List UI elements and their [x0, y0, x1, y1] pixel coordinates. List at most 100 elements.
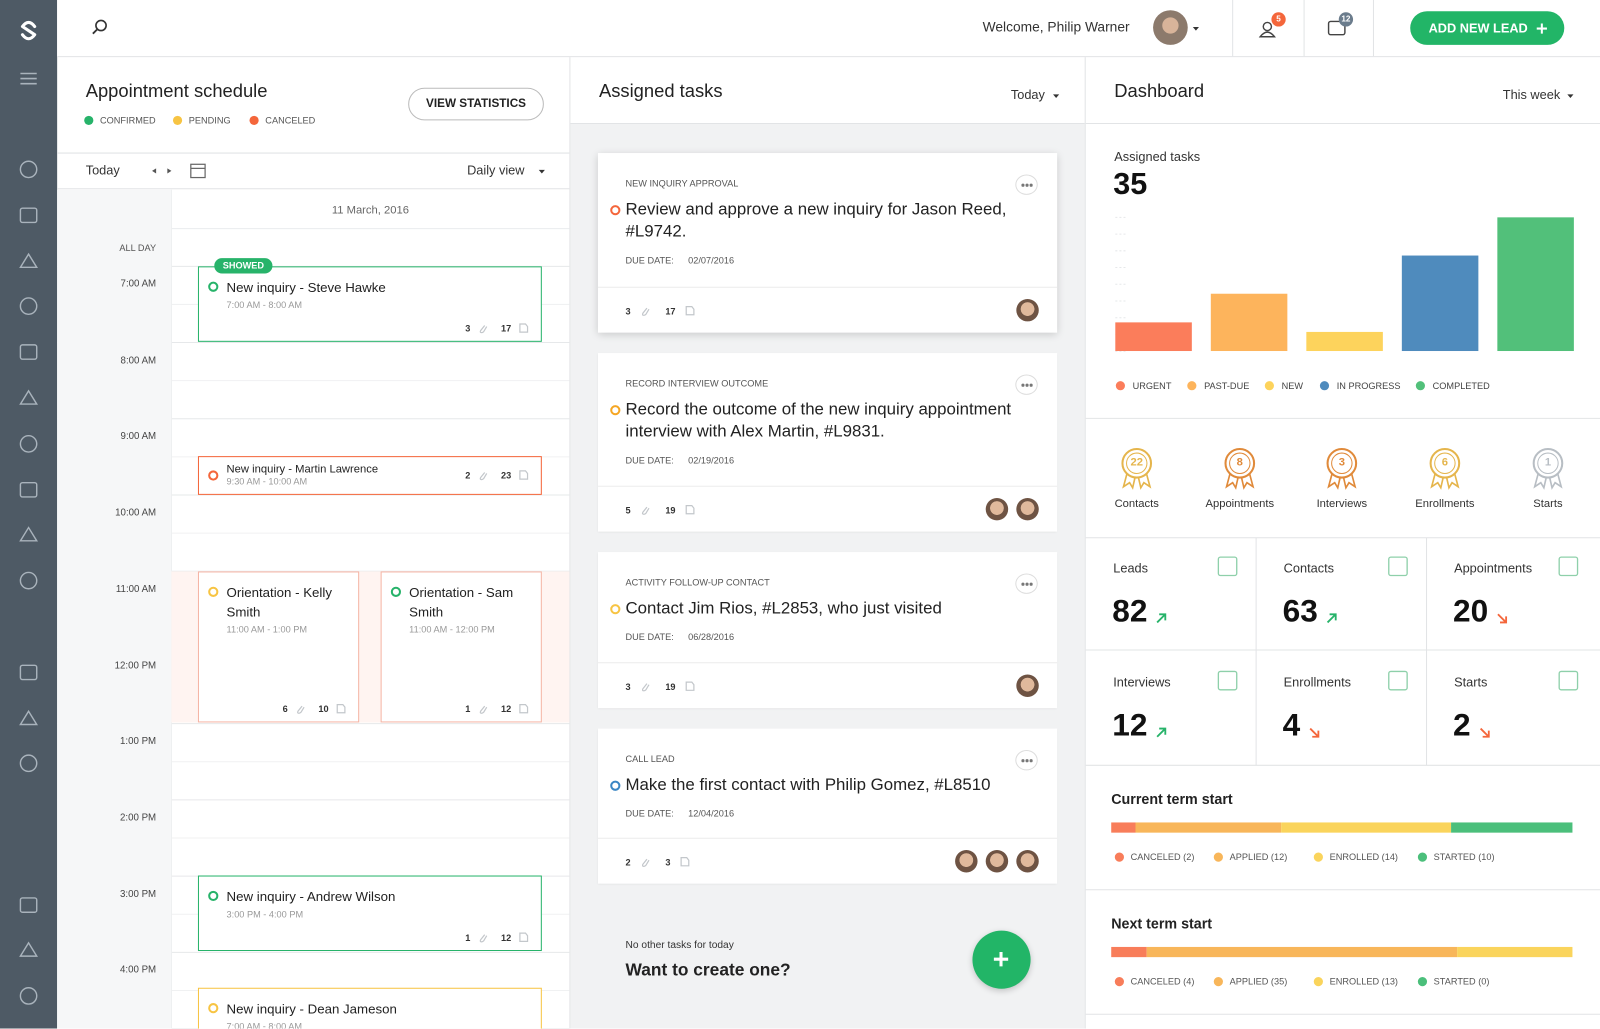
- event-body: New inquiry - Dean Jameson 7:00 AM - 8:00…: [227, 999, 520, 1029]
- term-segment: [1135, 822, 1282, 833]
- term-segment: [1281, 822, 1452, 833]
- note-shape: [519, 323, 529, 333]
- time-label: 1:00 PM: [120, 735, 157, 748]
- event-title: New inquiry - Dean Jameson: [226, 1001, 397, 1017]
- clip-shape: [641, 858, 650, 867]
- event-time: 9:30 AM - 10:00 AM: [226, 476, 308, 487]
- more-button[interactable]: [1015, 374, 1038, 395]
- stat-icon: [1558, 556, 1579, 577]
- time-label: 2:00 PM: [120, 812, 157, 824]
- assignee-avatar: [1016, 849, 1039, 873]
- event-title: New inquiry - Martin Lawrence: [226, 463, 379, 476]
- note-icon: [519, 323, 529, 333]
- due-date: 02/07/2016: [688, 255, 735, 266]
- create-task-button[interactable]: [972, 930, 1031, 989]
- note-shape: [685, 306, 695, 316]
- event-card[interactable]: New inquiry - Dean Jameson 7:00 AM - 8:00…: [197, 987, 542, 1029]
- legend-dot: [1115, 381, 1125, 391]
- trend-arrow: [1156, 727, 1167, 738]
- assignee-avatar: [985, 497, 1009, 521]
- more-button[interactable]: [1015, 749, 1038, 771]
- event-time: 11:00 AM - 1:00 PM: [226, 624, 308, 635]
- award-label: Contacts: [1114, 497, 1159, 511]
- assignee-avatar: [1016, 674, 1039, 697]
- note-shape: [680, 857, 690, 867]
- note-icon: [685, 681, 695, 691]
- award-value: 6: [1441, 456, 1449, 469]
- dashboard-filter[interactable]: This week: [1502, 87, 1561, 103]
- trend-arrow: [1480, 727, 1490, 738]
- badge-count: 5: [1276, 14, 1281, 24]
- trend-arrow: [1309, 727, 1320, 738]
- legend-label: PENDING: [188, 115, 231, 126]
- legend-label: COMPLETED: [1432, 380, 1490, 391]
- today-button[interactable]: Today: [85, 163, 120, 178]
- view-statistics-button[interactable]: VIEW STATISTICS: [408, 87, 544, 121]
- clip-shape: [479, 472, 488, 481]
- trend-arrow: [1497, 613, 1508, 624]
- note-shape: [685, 681, 695, 691]
- task-title: Contact Jim Rios, #L2853, who just visit…: [610, 597, 1034, 619]
- badge-count: 12: [1341, 14, 1351, 24]
- event-card[interactable]: New inquiry - Steve Hawke 7:00 AM - 8:00 …: [197, 266, 542, 342]
- task-category: ACTIVITY FOLLOW-UP CONTACT: [625, 577, 770, 588]
- clip-shape: [479, 934, 488, 943]
- clip-icon: [641, 858, 650, 867]
- stat-label: Leads: [1113, 561, 1149, 576]
- all-day-label: ALL DAY: [119, 242, 157, 254]
- clip-shape: [296, 705, 305, 714]
- assignee-avatar: [955, 849, 978, 873]
- task-card[interactable]: NEW INQUIRY APPROVAL Review and approve a…: [597, 153, 1058, 333]
- more-button[interactable]: [1015, 573, 1038, 594]
- status-badge: SHOWED: [214, 258, 273, 274]
- bar: [1210, 293, 1288, 352]
- plus-icon: [1536, 23, 1547, 34]
- stat-icon: [1217, 556, 1238, 577]
- stat-value: 4: [1282, 707, 1301, 743]
- clip-icon: [479, 472, 488, 481]
- time-label: 8:00 AM: [120, 354, 157, 367]
- task-title: Record the outcome of the new inquiry ap…: [610, 398, 1034, 443]
- add-lead-button[interactable]: ADD NEW LEAD: [1410, 11, 1565, 45]
- task-card[interactable]: CALL LEAD Make the first contact with Phi…: [597, 728, 1058, 884]
- due-label: DUE DATE:: [625, 455, 674, 466]
- counts: 1 12: [465, 932, 529, 943]
- task-body: NEW INQUIRY APPROVAL Review and approve a…: [610, 179, 1034, 265]
- event-card[interactable]: Orientation - Kelly Smith 11:00 AM - 1:00…: [197, 571, 360, 723]
- term-legend-label: APPLIED (12): [1229, 852, 1288, 863]
- arrow-shape: [1497, 613, 1508, 624]
- stat-label: Appointments: [1454, 561, 1533, 576]
- due-row: DUE DATE: 02/07/2016: [626, 255, 1034, 265]
- event-body: New inquiry - Martin Lawrence 9:30 AM - 1…: [227, 462, 520, 486]
- time-label: 12:00 PM: [114, 659, 157, 671]
- card-divider: [597, 837, 1058, 839]
- more-button[interactable]: [1015, 174, 1038, 195]
- event-card[interactable]: New inquiry - Andrew Wilson 3:00 PM - 4:0…: [197, 875, 542, 952]
- tasks-filter[interactable]: Today: [1010, 87, 1045, 103]
- stat-label: Enrollments: [1283, 675, 1352, 690]
- due-label: DUE DATE:: [625, 808, 674, 819]
- event-time: 3:00 PM - 4:00 PM: [226, 909, 304, 920]
- status-circle: [610, 780, 621, 791]
- event-card[interactable]: New inquiry - Martin Lawrence 9:30 AM - 1…: [197, 456, 542, 495]
- clip-shape: [479, 325, 488, 334]
- legend-label: CANCELED: [265, 115, 316, 126]
- note-shape: [336, 703, 346, 714]
- award-value: 8: [1236, 456, 1243, 469]
- legend-label: PAST-DUE: [1204, 380, 1250, 391]
- more-dot: [1029, 183, 1033, 187]
- status-circle: [610, 604, 621, 615]
- task-card[interactable]: RECORD INTERVIEW OUTCOME Record the outco…: [597, 353, 1058, 532]
- clip-icon: [296, 705, 305, 714]
- legend-dot: [172, 115, 183, 125]
- card-divider: [597, 286, 1058, 288]
- view-selector[interactable]: Daily view: [467, 163, 525, 178]
- status-circle: [208, 1003, 219, 1014]
- term-legend-label: APPLIED (35): [1229, 976, 1288, 987]
- task-category: RECORD INTERVIEW OUTCOME: [625, 378, 769, 389]
- task-card[interactable]: ACTIVITY FOLLOW-UP CONTACT Contact Jim Ri…: [597, 552, 1058, 709]
- event-time: 7:00 AM - 8:00 AM: [226, 1021, 303, 1029]
- event-card[interactable]: Orientation - Sam Smith 11:00 AM - 12:00 …: [380, 571, 542, 723]
- clip-icon: [641, 506, 650, 515]
- bar: [1497, 217, 1574, 352]
